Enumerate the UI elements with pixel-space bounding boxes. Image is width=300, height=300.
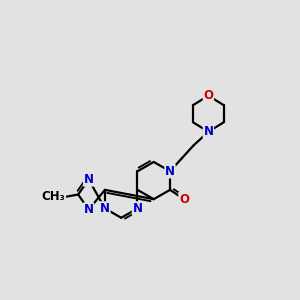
Text: N: N (133, 202, 142, 215)
Text: N: N (165, 165, 175, 178)
Text: O: O (203, 89, 213, 102)
Text: N: N (100, 202, 110, 215)
Text: N: N (84, 173, 94, 186)
Text: O: O (179, 193, 189, 206)
Text: N: N (84, 203, 94, 216)
Text: CH₃: CH₃ (42, 190, 65, 203)
Text: N: N (203, 125, 213, 138)
